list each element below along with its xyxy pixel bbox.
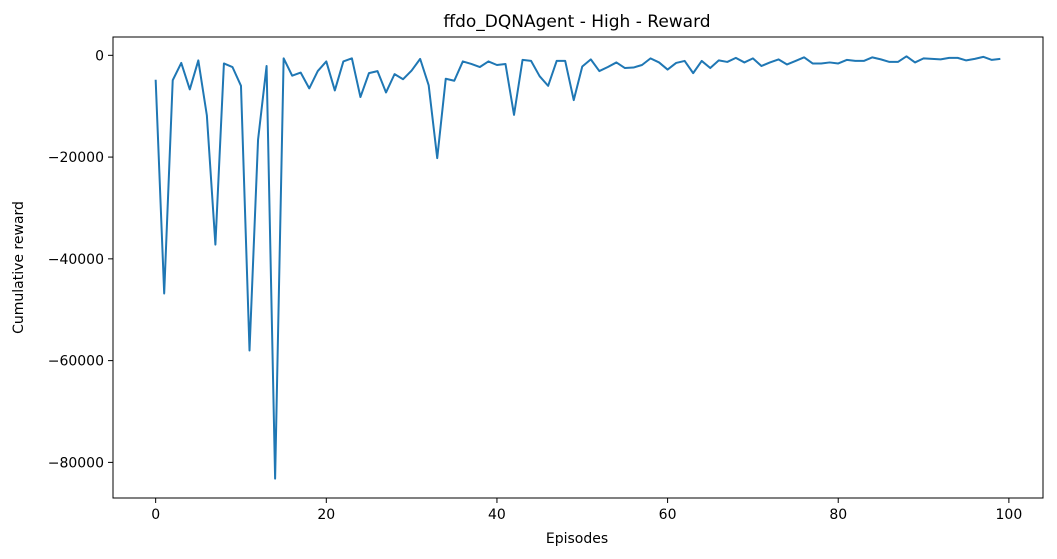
y-tick-label: 0 [95,48,104,64]
x-axis: 0 20 40 60 80 100 [151,498,1022,523]
y-tick-label: −80000 [48,455,104,471]
chart-title: ffdo_DQNAgent - High - Reward [443,12,710,32]
x-axis-label: Episodes [546,531,608,547]
reward-series-line [154,55,1001,480]
x-tick-label: 60 [659,507,677,523]
x-tick-label: 100 [996,507,1023,523]
x-tick-label: 80 [829,507,847,523]
x-tick-label: 0 [151,507,160,523]
y-axis: 0 −20000 −40000 −60000 −80000 [48,48,113,471]
y-axis-label: Cumulative reward [11,201,27,334]
y-tick-label: −60000 [48,354,104,370]
y-tick-label: −40000 [48,252,104,268]
x-tick-label: 20 [317,507,335,523]
x-tick-label: 40 [488,507,506,523]
y-tick-label: −20000 [48,150,104,166]
